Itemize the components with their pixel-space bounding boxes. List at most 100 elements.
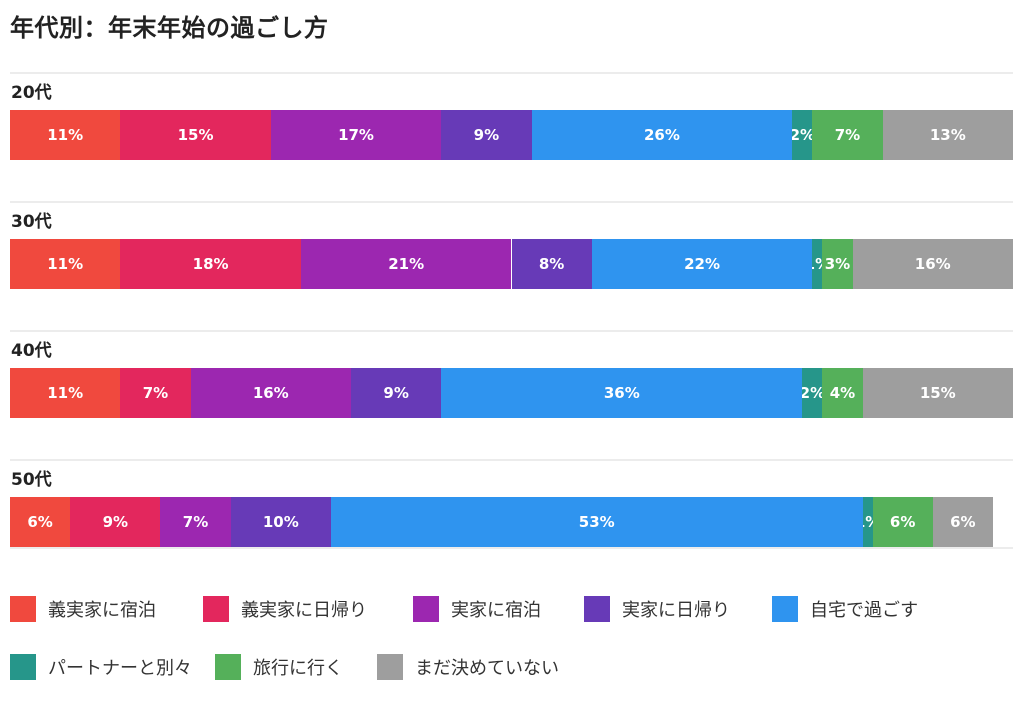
bar-segment: 13% — [882, 110, 1013, 160]
stacked-bar: 11% 7% 16% 9% 36% 2% 4% 15% — [10, 368, 1013, 418]
data-label: 2% — [802, 384, 822, 402]
legend-item[interactable]: 自宅で過ごす — [772, 596, 918, 622]
legend-label: 義実家に日帰り — [241, 600, 367, 621]
row-divider — [10, 72, 1013, 74]
data-label: 7% — [142, 384, 169, 402]
bar-segment: 9% — [351, 368, 442, 418]
legend-item[interactable]: 義実家に日帰り — [203, 596, 367, 622]
stacked-bar: 11% 18% 21% 8% 22% 1%3% 16% — [10, 239, 1013, 289]
bar-segment: 11% — [10, 239, 121, 289]
bar-segment: 9% — [441, 110, 532, 160]
bar-segment: 4% — [822, 368, 863, 418]
bar-segment: 7% — [812, 110, 883, 160]
data-label: 7% — [182, 513, 209, 531]
legend-label: 旅行に行く — [253, 658, 343, 679]
data-label: 6% — [950, 513, 976, 531]
stacked-bar: 6% 9% 7% 10% 53% 1% 6% 6% — [10, 497, 1013, 547]
data-label: 1% — [863, 513, 873, 531]
legend-swatch — [584, 596, 610, 622]
bar-segment: 2% — [792, 110, 813, 160]
data-label: 18% — [192, 255, 229, 273]
data-label: 11% — [47, 384, 84, 402]
bar-segment: 11% — [10, 110, 121, 160]
data-label: 21% — [388, 255, 425, 273]
data-label: 53% — [578, 513, 615, 531]
data-label: 13% — [929, 126, 966, 144]
data-label: 16% — [914, 255, 951, 273]
data-label: 16% — [252, 384, 289, 402]
bar-segment: 16% — [852, 239, 1013, 289]
legend-swatch — [377, 654, 403, 680]
data-label: 11% — [47, 255, 84, 273]
data-label: 6% — [27, 513, 53, 531]
data-label: 17% — [338, 126, 374, 144]
bar-segment: 15% — [862, 368, 1013, 418]
legend-item[interactable]: 実家に宿泊 — [413, 596, 541, 622]
legend-item[interactable]: 実家に日帰り — [584, 596, 730, 622]
bar-segment: 6% — [932, 497, 993, 547]
row-divider — [10, 547, 1013, 549]
row-divider — [10, 330, 1013, 332]
chart-title: 年代別：年末年始の過ごし方 — [10, 14, 329, 42]
legend-swatch — [772, 596, 798, 622]
bar-segment: 15% — [120, 110, 271, 160]
bar-segment: 9% — [70, 497, 161, 547]
data-label: 7% — [834, 126, 861, 144]
bar-segment: 6% — [872, 497, 933, 547]
bar-segment: 8% — [511, 239, 592, 289]
bar-segment: 1% — [812, 239, 823, 289]
data-label: 1% — [812, 255, 822, 273]
bar-segment: 7% — [120, 368, 191, 418]
bar-segment: 22% — [591, 239, 813, 289]
bar-segment: 18% — [120, 239, 301, 289]
data-label: 22% — [684, 255, 721, 273]
stacked-bar: 11% 15% 17% 9% 26% 2% 7% 13% — [10, 110, 1013, 160]
bar-segment: 21% — [300, 239, 512, 289]
legend-swatch — [203, 596, 229, 622]
bar-segment: 10% — [230, 497, 331, 547]
data-label: 6% — [889, 513, 916, 531]
legend-label: まだ決めていない — [415, 658, 559, 679]
data-label: 9% — [383, 384, 409, 402]
legend-swatch — [413, 596, 439, 622]
row-divider — [10, 201, 1013, 203]
category-label: 30代 — [11, 212, 52, 232]
bar-segment: 53% — [330, 497, 863, 547]
legend-swatch — [10, 654, 36, 680]
legend-swatch — [215, 654, 241, 680]
legend-label: 自宅で過ごす — [810, 600, 919, 621]
data-label: 15% — [919, 384, 956, 402]
bar-segment: 16% — [190, 368, 351, 418]
data-label: 15% — [177, 126, 214, 144]
legend-item[interactable]: パートナーと別々 — [10, 654, 192, 680]
bar-segment: 6% — [10, 497, 71, 547]
legend-swatch — [10, 596, 36, 622]
bar-segment: 11% — [10, 368, 121, 418]
data-label: 9% — [473, 126, 500, 144]
data-label: 26% — [643, 126, 680, 144]
legend-item[interactable]: 義実家に宿泊 — [10, 596, 156, 622]
legend-label: 実家に日帰り — [622, 600, 730, 621]
bar-segment: 3% — [822, 239, 853, 289]
category-label: 20代 — [11, 83, 52, 103]
bar-segment: 2% — [802, 368, 823, 418]
data-label: 8% — [538, 255, 565, 273]
data-label: 10% — [262, 513, 299, 531]
legend-label: 義実家に宿泊 — [48, 600, 156, 621]
bar-segment: 17% — [270, 110, 442, 160]
bar-segment: 1% — [862, 497, 873, 547]
data-label: 2% — [792, 126, 812, 144]
legend-label: パートナーと別々 — [48, 658, 192, 679]
legend-item[interactable]: 旅行に行く — [215, 654, 343, 680]
bar-segment: 7% — [160, 497, 231, 547]
data-label: 36% — [603, 384, 640, 402]
legend-item[interactable]: まだ決めていない — [377, 654, 559, 680]
category-label: 40代 — [11, 341, 52, 361]
data-label: 3% — [824, 255, 851, 273]
bar-segment: 26% — [531, 110, 793, 160]
data-label: 9% — [102, 513, 129, 531]
data-label: 4% — [829, 384, 856, 402]
category-label: 50代 — [11, 470, 52, 490]
row-divider — [10, 459, 1013, 461]
data-label: 11% — [47, 126, 84, 144]
